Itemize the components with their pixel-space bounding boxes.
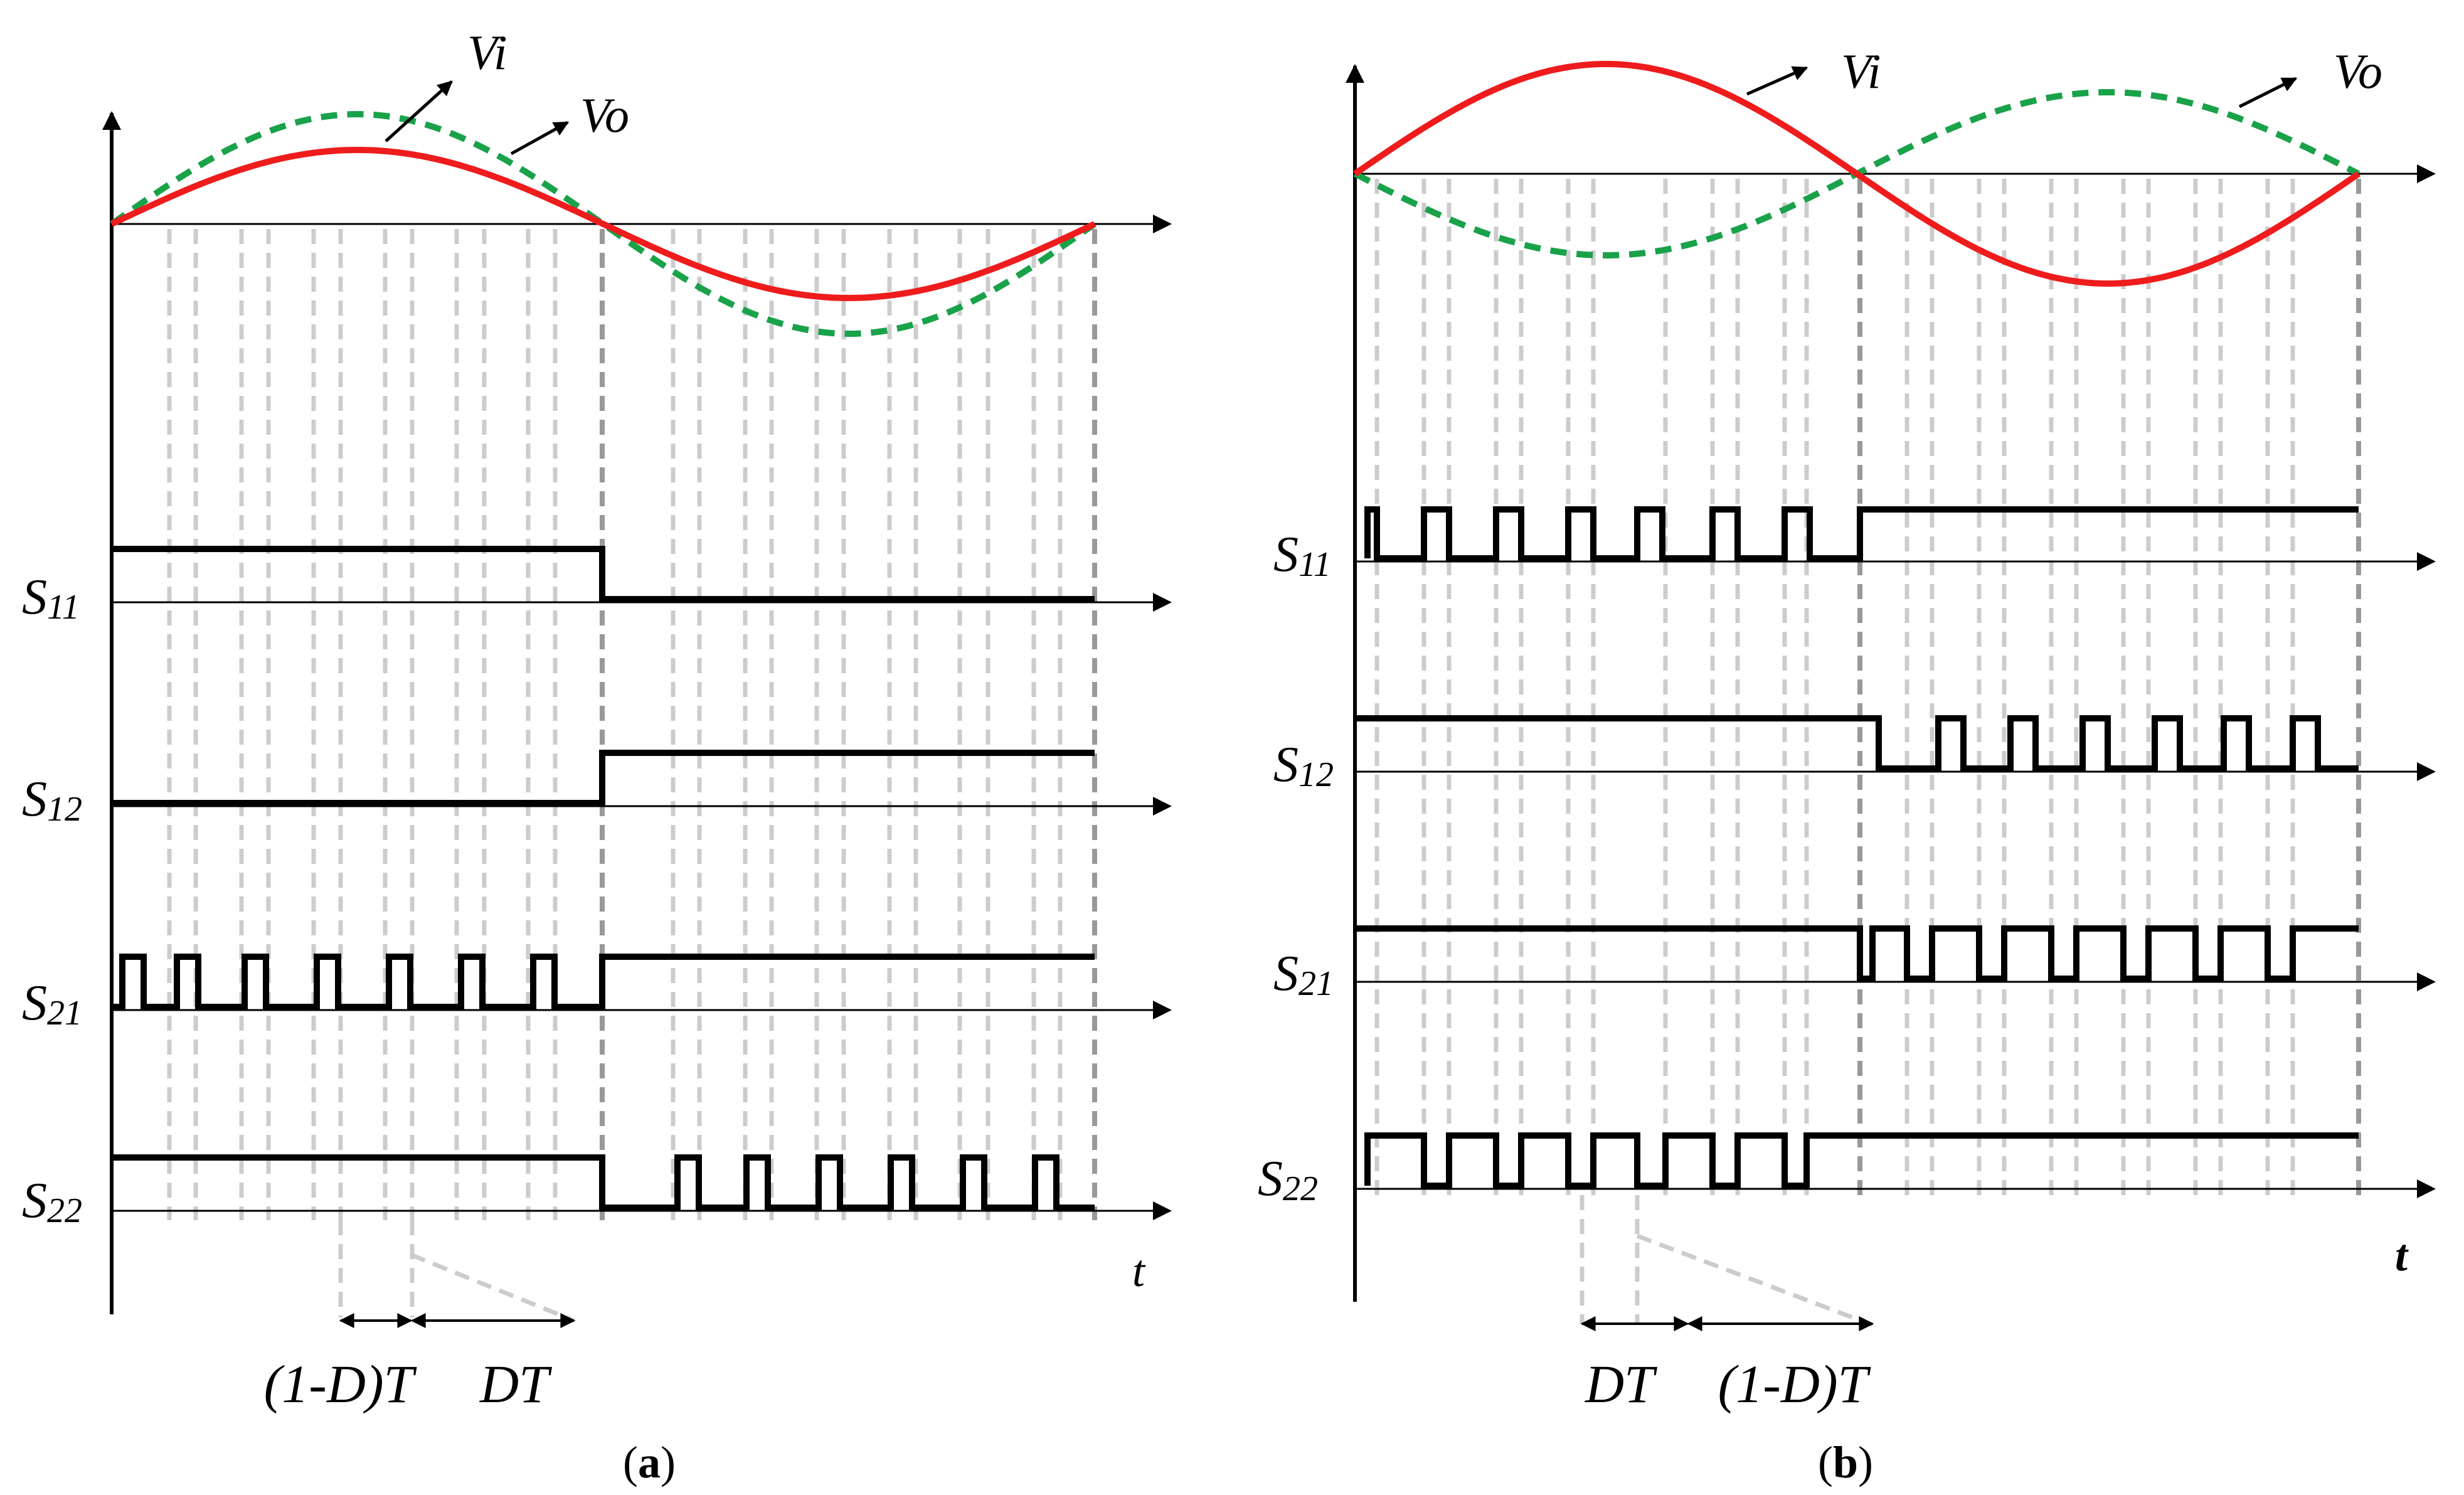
a-vi-waveform [110,146,1097,302]
b-s22-signal [1364,1132,2359,1189]
b-interval-2-label: (1-D)T [1718,1354,1871,1414]
b-interval-1-label: DT [1585,1354,1657,1414]
a-time-label: t [1132,1246,1146,1296]
b-gridlines [1374,179,2361,1324]
a-s12-label: S12 [22,772,82,829]
b-caption: (b) [1818,1437,1873,1487]
a-vi-label: Vi [467,25,507,80]
a-gridlines [167,229,1097,1317]
b-s12-label: S12 [1273,737,1334,794]
b-vo-label: Vo [2334,44,2382,98]
b-vo-pointer [2238,77,2298,109]
b-vi-label: Vi [1841,44,1881,98]
a-s12-signal [112,750,1095,806]
b-s11-signal [1364,506,2359,561]
b-s12-signal [1355,715,2359,772]
a-vo-waveform [110,110,1097,338]
a-interval-2-label: DT [479,1354,552,1414]
a-vi-pointer [385,80,453,142]
a-s11-signal [112,546,1095,602]
b-s11-label: S11 [1273,527,1331,584]
b-vi-pointer [1746,66,1808,96]
a-period-slant [410,1252,575,1323]
b-s22-label: S22 [1258,1151,1318,1208]
a-caption: (a) [623,1437,676,1487]
a-s21-label: S21 [22,976,82,1033]
a-vo-pointer [510,120,570,156]
panel-a: Vi Vo S11 S12 S21 S22 t (1-D)T DT (a) [22,25,1172,1487]
a-s22-signal [112,1154,1095,1211]
b-s21-signal [1355,925,2359,982]
panel-b: Vi Vo S11 S12 S21 S22 t DT (1-D)T (b) [1258,44,2436,1487]
a-s21-signal [112,954,1095,1010]
a-s22-label: S22 [22,1173,82,1230]
a-interval-1-label: (1-D)T [264,1354,417,1414]
b-s21-label: S21 [1273,946,1334,1003]
b-time-label: t [2395,1230,2409,1280]
b-period-slant [1636,1233,1874,1327]
a-vo-label: Vo [580,88,629,142]
a-s11-label: S11 [22,570,80,627]
b-vi-waveform [1353,60,2360,287]
